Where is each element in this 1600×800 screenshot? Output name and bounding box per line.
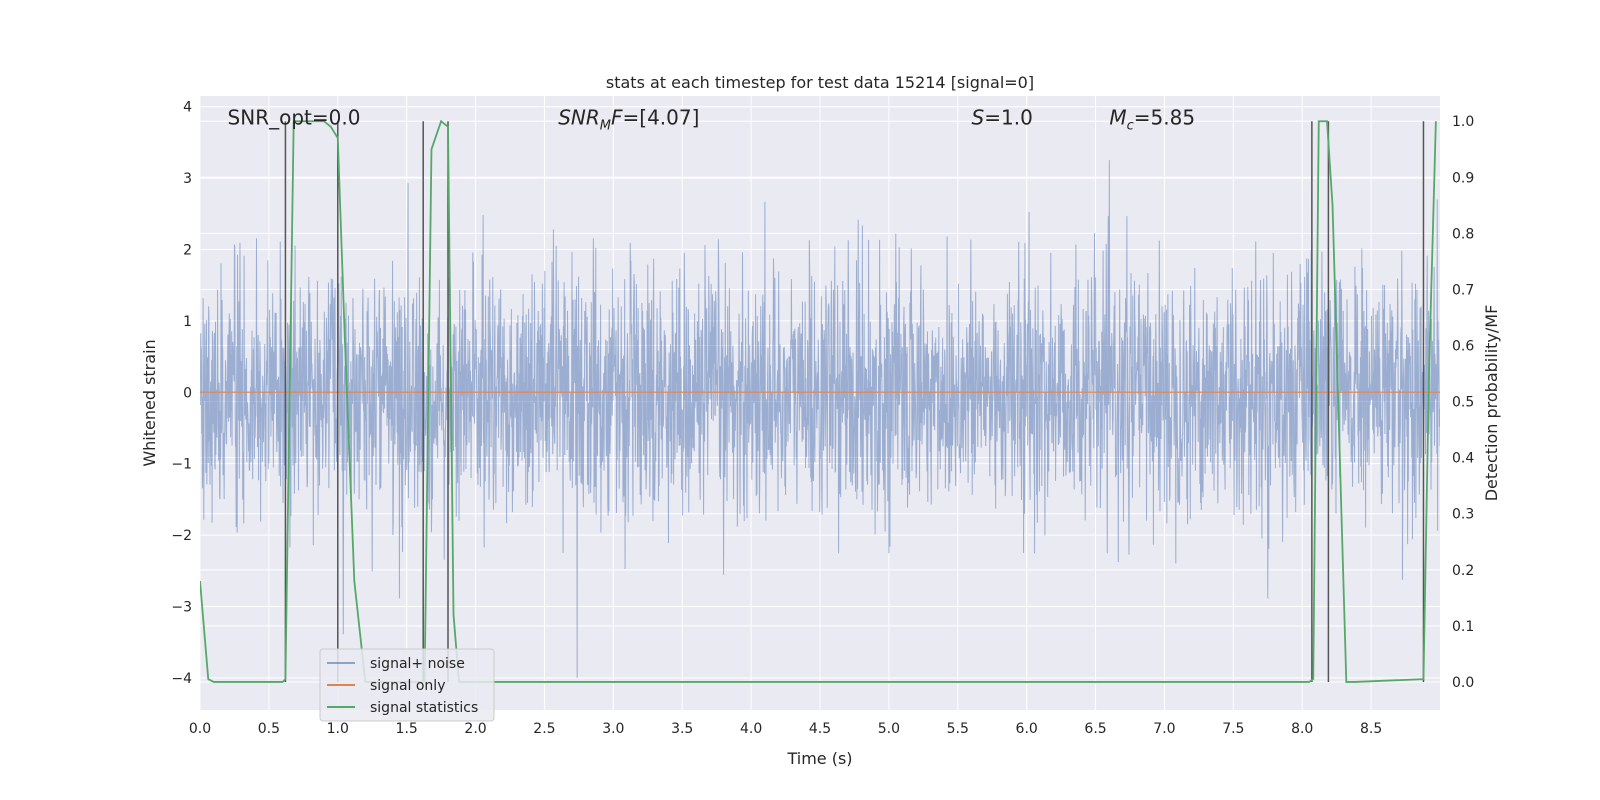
series-signal-noise bbox=[200, 160, 1440, 678]
x-tick-label: 8.0 bbox=[1291, 721, 1313, 737]
legend: signal+ noise signal only signal statist… bbox=[319, 648, 495, 722]
y2-tick-label: 0.3 bbox=[1452, 507, 1474, 523]
annotations: SNR_opt=0.0 SNRMF=[4.07] S=1.0 Mc=5.85 bbox=[228, 105, 1195, 133]
x-tick-label: 3.0 bbox=[602, 721, 624, 737]
annotation-mc: Mc=5.85 bbox=[1109, 105, 1195, 133]
legend-label-signal-statistics: signal statistics bbox=[370, 700, 478, 716]
y2-tick-label: 0.6 bbox=[1452, 339, 1474, 355]
vertical-markers bbox=[284, 121, 1425, 682]
y2-tick-label: 0.8 bbox=[1452, 226, 1474, 242]
x-tick-label: 3.5 bbox=[671, 721, 693, 737]
y2-tick-label: 0.7 bbox=[1452, 282, 1474, 298]
x-tick-label: 0.5 bbox=[258, 721, 280, 737]
x-tick-label: 4.0 bbox=[740, 721, 762, 737]
annotation-s: S=1.0 bbox=[972, 105, 1033, 129]
y2-axis-ticks: 0.0 0.1 0.2 0.3 0.4 0.5 0.6 0.7 0.8 0.9 1.0 bbox=[1452, 114, 1474, 691]
y-tick-label: 1 bbox=[183, 314, 192, 330]
y-tick-label: −4 bbox=[171, 671, 192, 687]
y2-tick-label: 0.5 bbox=[1452, 395, 1474, 411]
x-tick-label: 2.0 bbox=[464, 721, 486, 737]
y2-tick-label: 0.4 bbox=[1452, 451, 1474, 467]
y2-axis-title: Detection probability/MF bbox=[1482, 305, 1501, 502]
x-axis-title: Time (s) bbox=[786, 749, 852, 768]
x-axis-ticks: 0.0 0.5 1.0 1.5 2.0 2.5 3.0 3.5 4.0 4.5 5.0 5.5 6.0 6… bbox=[189, 721, 1382, 737]
y-axis-ticks: −4 −3 −2 −1 0 1 2 3 4 bbox=[171, 100, 192, 687]
legend-label-signal-noise: signal+ noise bbox=[370, 656, 465, 672]
y-tick-label: −2 bbox=[171, 528, 192, 544]
x-tick-label: 4.5 bbox=[809, 721, 831, 737]
y-axis-title: Whitened strain bbox=[140, 339, 159, 466]
y-tick-label: 2 bbox=[183, 243, 192, 259]
x-tick-label: 5.5 bbox=[947, 721, 969, 737]
x-tick-label: 6.0 bbox=[1016, 721, 1038, 737]
x-tick-label: 6.5 bbox=[1084, 721, 1106, 737]
y2-tick-label: 0.1 bbox=[1452, 619, 1474, 635]
legend-box bbox=[319, 648, 495, 722]
y-tick-label: 0 bbox=[183, 385, 192, 401]
x-tick-label: 1.5 bbox=[396, 721, 418, 737]
y2-tick-label: 0.2 bbox=[1452, 563, 1474, 579]
y2-tick-label: 1.0 bbox=[1452, 114, 1474, 130]
y2-tick-label: 0.0 bbox=[1452, 675, 1474, 691]
x-tick-label: 1.0 bbox=[327, 721, 349, 737]
chart-title: stats at each timestep for test data 152… bbox=[606, 73, 1034, 92]
y-tick-label: −3 bbox=[171, 599, 192, 615]
x-tick-label: 8.5 bbox=[1360, 721, 1382, 737]
y2-tick-label: 0.9 bbox=[1452, 170, 1474, 186]
x-tick-label: 7.5 bbox=[1222, 721, 1244, 737]
x-tick-label: 2.5 bbox=[533, 721, 555, 737]
x-tick-label: 0.0 bbox=[189, 721, 211, 737]
annotation-snr-opt: SNR_opt=0.0 bbox=[228, 105, 361, 129]
x-tick-label: 5.0 bbox=[878, 721, 900, 737]
y-tick-label: 3 bbox=[183, 171, 192, 187]
x-tick-label: 7.0 bbox=[1153, 721, 1175, 737]
y-tick-label: −1 bbox=[171, 457, 192, 473]
y-tick-label: 4 bbox=[183, 100, 192, 116]
annotation-snr-mf: SNRMF=[4.07] bbox=[558, 105, 699, 133]
legend-label-signal-only: signal only bbox=[370, 678, 445, 694]
